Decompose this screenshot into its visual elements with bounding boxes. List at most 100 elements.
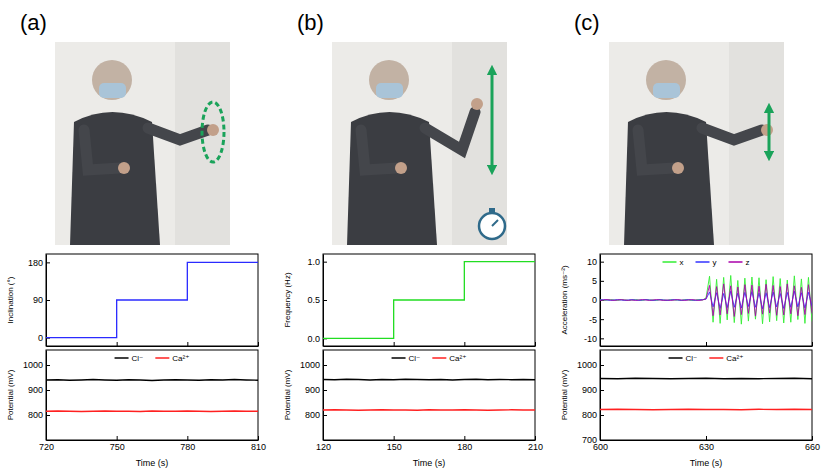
tick — [258, 342, 259, 346]
y-axis-title: Potential (mV) — [283, 369, 292, 420]
tick-mark — [464, 342, 465, 346]
tick: 810 — [251, 436, 266, 452]
tick: -10 — [584, 334, 604, 344]
chart: 090180Inclination (°) — [6, 254, 259, 347]
tick-label: 210 — [528, 442, 543, 452]
tick — [464, 342, 465, 346]
tick-mark — [600, 365, 604, 366]
tick: 630 — [699, 436, 714, 452]
tick-mark — [812, 342, 813, 346]
series-line — [323, 262, 535, 339]
x-axis: 720750780810 — [39, 436, 266, 452]
tick-mark — [464, 436, 465, 440]
tick-label: 800 — [305, 410, 320, 420]
photo-background — [55, 42, 230, 245]
tick: 900 — [582, 385, 604, 395]
series-line — [323, 409, 535, 411]
plot-frame — [600, 254, 812, 346]
tick-mark — [535, 436, 536, 440]
tick-label: 1000 — [577, 360, 597, 370]
stopwatch-hand — [492, 220, 498, 226]
tick-mark — [535, 342, 536, 346]
tick-label: 700 — [582, 435, 597, 445]
series-line — [46, 262, 258, 337]
legend-swatch — [669, 357, 683, 359]
tick-label: 90 — [33, 295, 43, 305]
tick: 180 — [457, 436, 472, 452]
x-axis: 600630660 — [593, 436, 820, 452]
legend-item: z — [729, 258, 750, 267]
y-axis-title: Acceleration (ms⁻²) — [560, 265, 569, 334]
tick-mark — [323, 300, 327, 301]
legend-swatch — [115, 357, 129, 359]
tick: 10 — [587, 257, 604, 267]
tick — [187, 342, 188, 346]
tick-label: -5 — [589, 315, 597, 325]
person-hand — [395, 162, 407, 174]
tick — [117, 342, 118, 346]
series-line — [600, 409, 812, 411]
tick: 150 — [387, 436, 402, 452]
person-arm — [84, 130, 120, 170]
tick-label: 720 — [39, 442, 54, 452]
axis-line — [601, 440, 813, 441]
y-axis: 7008009001000 — [577, 351, 604, 446]
tick-label: 0.0 — [307, 334, 320, 344]
y-axis-title: Potential (mV) — [6, 369, 15, 420]
legend-item: Cl⁻ — [392, 354, 421, 363]
panel-label: (c) — [574, 10, 600, 35]
y-axis: 090180 — [28, 255, 50, 347]
legend-swatch — [696, 261, 710, 263]
tick-label: 5 — [592, 276, 597, 286]
tick-mark — [46, 365, 50, 366]
motion-arrow — [768, 108, 771, 156]
tick: 780 — [180, 436, 195, 452]
plot-frame — [46, 254, 258, 346]
photo-background — [609, 42, 784, 245]
tick: 5 — [592, 276, 604, 286]
photo — [55, 42, 230, 245]
y-axis-title: Frequency (Hz) — [283, 272, 292, 327]
tick-label: 900 — [305, 385, 320, 395]
tick-label: 800 — [28, 410, 43, 420]
tick-label: 180 — [457, 442, 472, 452]
rotation-arrow — [202, 102, 224, 162]
plot-area — [600, 275, 812, 324]
person-hand — [118, 162, 130, 174]
panel-label: (b) — [297, 10, 324, 35]
tick-label: 780 — [180, 442, 195, 452]
tick: 900 — [28, 385, 50, 395]
chart: 0.00.51.0Frequency (Hz) — [283, 254, 536, 347]
x-axis — [601, 342, 813, 347]
axis-line — [600, 351, 601, 441]
legend-swatch — [709, 357, 723, 359]
tick-label: 810 — [251, 442, 266, 452]
axis-line — [324, 346, 536, 347]
tick-mark — [394, 342, 395, 346]
person-hand — [761, 124, 773, 136]
stopwatch-button — [489, 208, 495, 212]
tick-label: 0 — [592, 295, 597, 305]
legend-label: x — [680, 258, 684, 267]
tick: 700 — [582, 435, 604, 445]
tick-mark — [600, 338, 604, 339]
tick-mark — [258, 342, 259, 346]
legend-label: Ca²⁺ — [172, 354, 189, 363]
tick-mark — [187, 436, 188, 440]
tick-label: 900 — [582, 385, 597, 395]
tick-label: 0.5 — [307, 295, 320, 305]
y-axis: 0.00.51.0 — [307, 255, 327, 347]
plot-frame — [600, 350, 812, 440]
person-hand — [207, 124, 219, 136]
legend-label: Cl⁻ — [409, 354, 421, 363]
tick-mark — [706, 342, 707, 346]
tick-label: 180 — [28, 258, 43, 268]
legend-item: Ca²⁺ — [709, 354, 743, 363]
axis-line — [323, 351, 324, 441]
person-head — [92, 60, 132, 100]
tick: 1000 — [23, 360, 50, 370]
tick-mark — [117, 436, 118, 440]
tick-mark — [117, 342, 118, 346]
x-axis-title: Time (s) — [413, 458, 446, 468]
legend-label: Ca²⁺ — [449, 354, 466, 363]
